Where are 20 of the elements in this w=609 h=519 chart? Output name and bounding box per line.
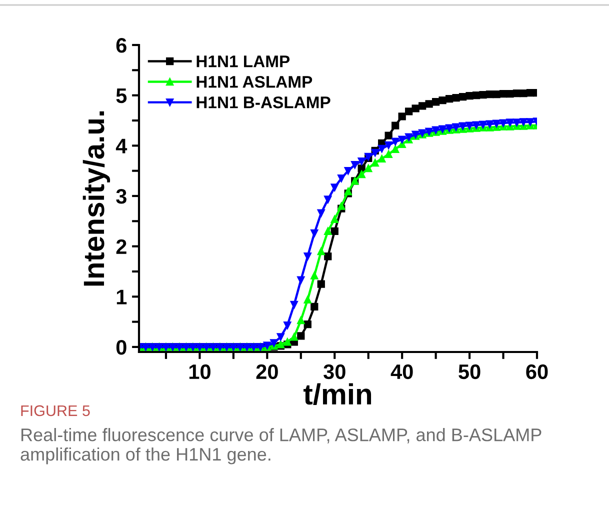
y-tick-label: 5 (116, 88, 127, 104)
y-tick-label: 3 (116, 188, 126, 204)
y-tick-label: 4 (116, 138, 128, 154)
y-tick-label: 0 (116, 340, 126, 355)
legend-label: H1N1 LAMP (196, 56, 290, 68)
x-tick-label: 30 (324, 364, 346, 380)
y-tick-label: 2 (116, 239, 126, 254)
x-tick-label: 50 (458, 364, 480, 380)
legend-label: H1N1 B-ASLAMP (196, 96, 330, 108)
x-axis-title: t/min (304, 383, 372, 405)
legend-label: H1N1 ASLAMP (196, 76, 312, 88)
x-tick-label: 10 (189, 364, 210, 380)
x-tick-label: 20 (256, 364, 278, 380)
y-tick-label: 6 (116, 38, 126, 53)
y-tick-label: 1 (116, 290, 127, 304)
y-axis-title: Intensity/a.u. (82, 111, 110, 286)
caption: FIGURE 5 (21, 405, 90, 416)
x-tick-label: 40 (390, 364, 413, 380)
x-tick-label: 60 (526, 364, 548, 380)
text: Real-time fluorescence curve of LAMP, ASLAMP, and B-ASLAMP amplification of the H1N1 gene. (20, 428, 542, 464)
